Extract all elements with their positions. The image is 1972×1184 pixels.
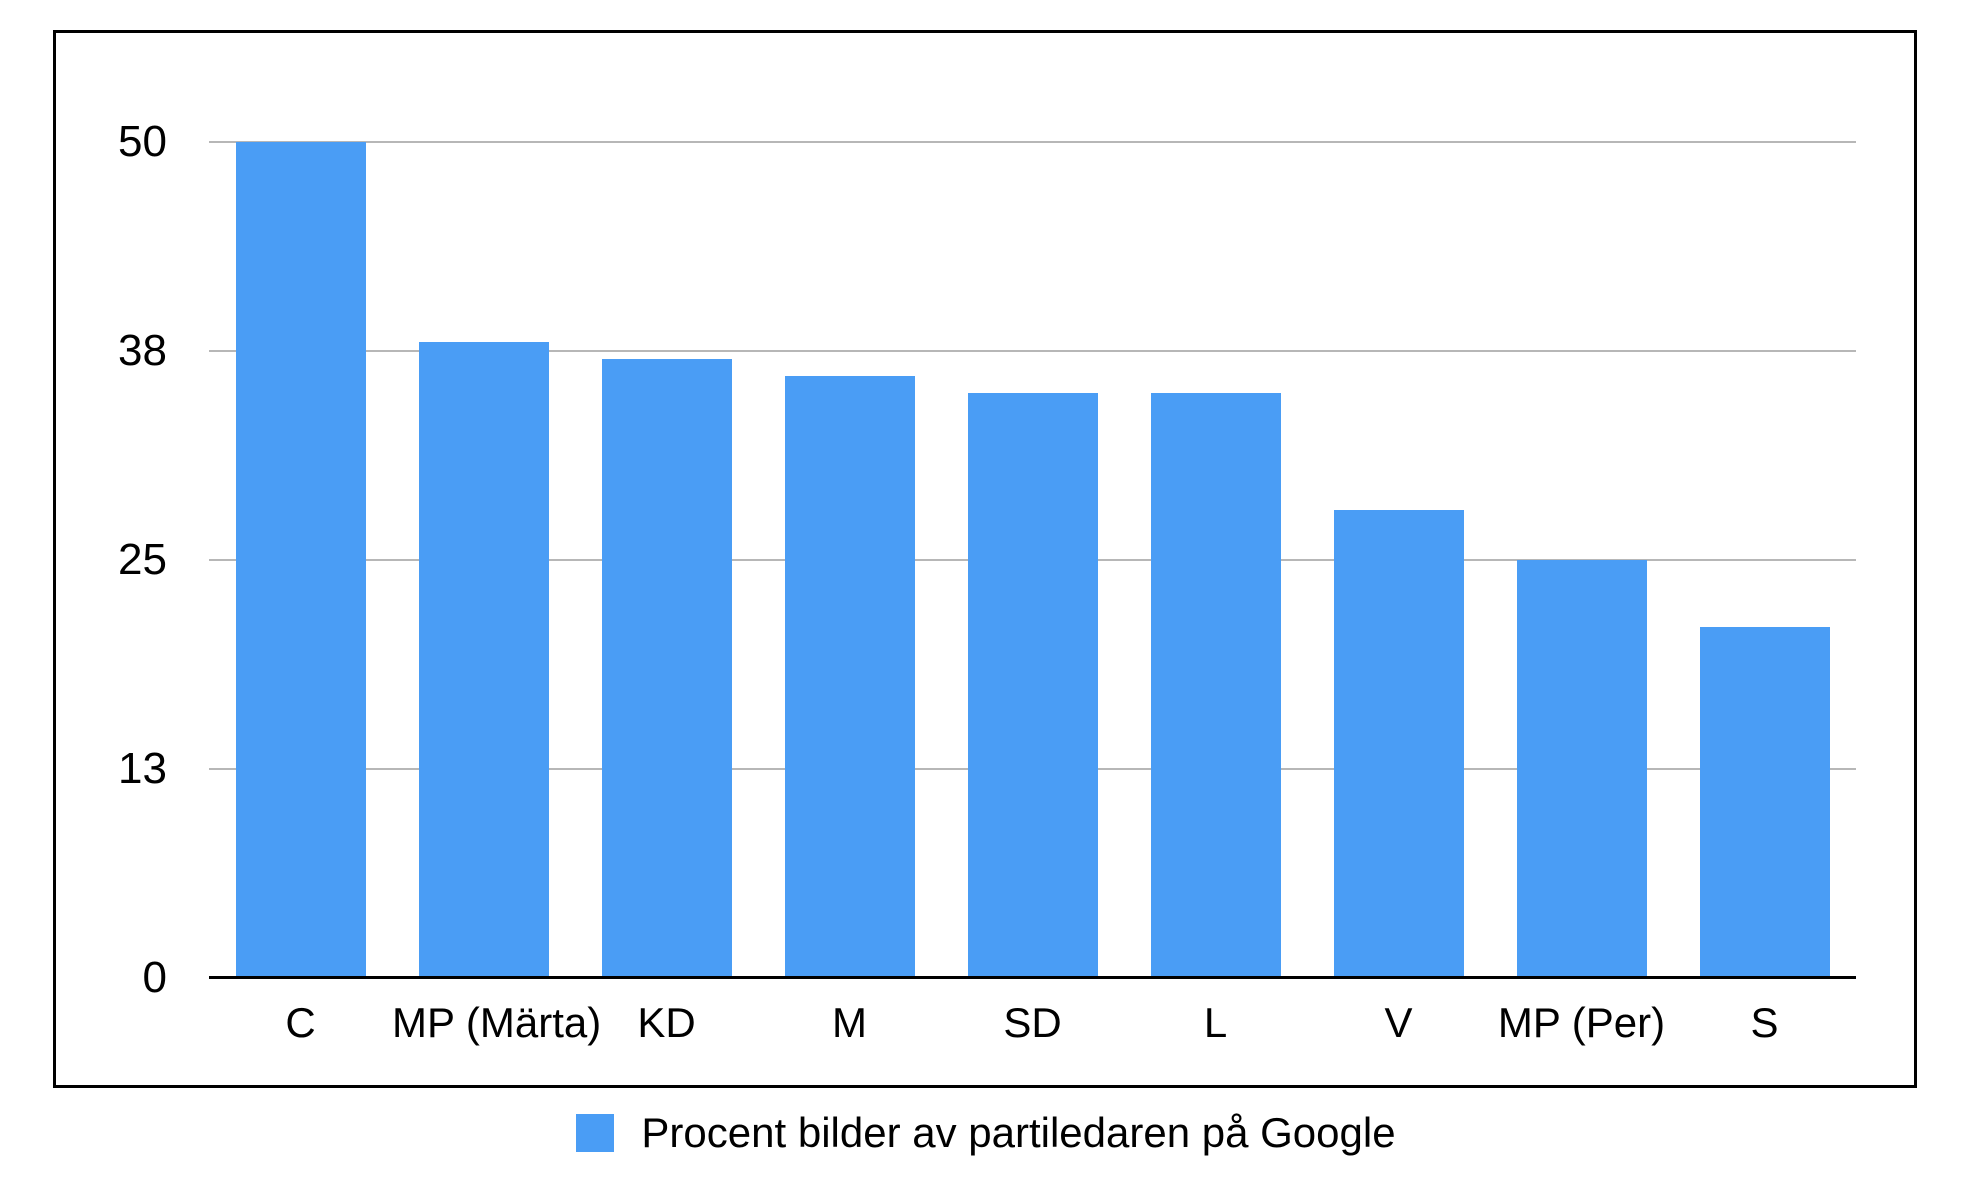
bar-V[interactable] [1333,509,1464,978]
x-category-label-S: S [1750,999,1779,1046]
bar-MP (Per)[interactable] [1516,559,1647,978]
gridline-38 [209,349,1856,352]
chart-frame: 0 13 25 38 50 C MP (Märta) KD M SD L V MP (Per) S [53,30,1917,1088]
x-category-label-KD: KD [637,999,696,1046]
y-tick-label-0: 0 [142,953,167,1002]
y-tick-label-25: 25 [118,534,167,584]
legend-swatch-icon [576,1114,615,1152]
bar-C[interactable] [235,141,366,978]
x-category-label-SD: SD [1003,999,1062,1046]
x-category-label-L: L [1203,999,1228,1046]
x-category-label-M: M [832,999,867,1046]
x-axis-line [209,976,1856,979]
y-tick-label-50: 50 [118,116,167,166]
legend-label: Procent bilder av partiledaren på Google [641,1109,1396,1156]
gridline-50 [209,140,1856,143]
bar-MP (Märta)[interactable] [418,342,549,978]
x-category-label-MP (Per): MP (Per) [1497,999,1666,1046]
bar-L[interactable] [1150,392,1281,978]
plot-area [209,33,1856,979]
x-category-label-C: C [285,999,316,1046]
legend[interactable]: Procent bilder av partiledaren på Google [0,1088,1972,1178]
x-category-label-V: V [1384,999,1413,1046]
bar-M[interactable] [784,375,915,978]
bar-SD[interactable] [967,392,1098,978]
bar-KD[interactable] [601,359,732,978]
x-category-label-MP (Märta): MP (Märta) [392,999,602,1046]
y-tick-label-13: 13 [118,743,167,793]
y-tick-label-38: 38 [118,325,167,375]
bar-S[interactable] [1699,626,1830,978]
